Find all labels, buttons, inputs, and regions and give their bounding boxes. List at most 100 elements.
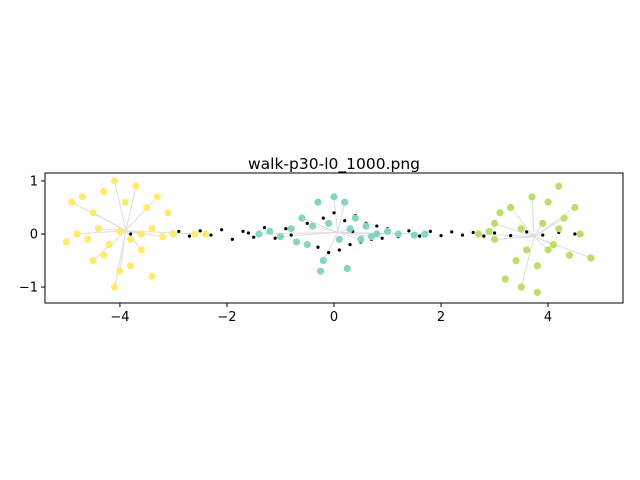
cluster-left-point (78, 193, 87, 201)
link-line (531, 196, 535, 237)
cluster-right-point (549, 241, 558, 249)
background-point (332, 211, 336, 215)
link-line (114, 230, 127, 288)
background-point (471, 230, 475, 235)
link-line (510, 207, 535, 237)
background-point (407, 229, 411, 233)
cluster-left-point (137, 246, 145, 254)
cluster-center-point (314, 198, 322, 206)
background-point (492, 231, 497, 235)
x-axis-ticks: −4 −2 0 2 4 (110, 303, 552, 325)
cluster-left-point (73, 230, 81, 238)
link-line (494, 222, 535, 238)
link-line (337, 231, 372, 238)
x-tick-label: −4 (110, 310, 129, 325)
cluster-left-point (89, 256, 97, 265)
background-point (321, 216, 325, 220)
cluster-left-point (148, 272, 156, 281)
background-point (187, 234, 192, 238)
cluster-center-point (421, 230, 429, 238)
background-point (343, 219, 347, 223)
cluster-left-point (143, 203, 151, 212)
link-line (114, 180, 127, 231)
link-line (312, 225, 338, 233)
link-line (337, 231, 361, 240)
cluster-right-point (474, 230, 483, 238)
cluster-right-point (517, 225, 525, 233)
cluster-center-point (367, 233, 376, 241)
cluster-center-point (362, 222, 370, 230)
link-line (520, 236, 535, 288)
cluster-left-point (127, 262, 135, 270)
link-line (337, 202, 346, 233)
background-point (428, 229, 432, 233)
cluster-right-point (544, 198, 552, 206)
background-point (284, 227, 288, 231)
cluster-left-point (159, 233, 167, 241)
background-point (525, 230, 529, 234)
cluster-right-point (528, 193, 536, 201)
cluster-left-point (100, 251, 108, 259)
background-point (375, 224, 379, 228)
y-axis-ticks: −1 0 1 (19, 174, 45, 296)
cluster-center-point (308, 222, 317, 230)
background-point (418, 234, 422, 238)
cluster-center-point (343, 264, 351, 273)
link-line (494, 236, 535, 240)
cluster-center-point (394, 230, 402, 238)
cluster-right-point (560, 214, 568, 222)
y-tick-label: −1 (19, 281, 38, 296)
cluster-center-point (325, 219, 333, 228)
background-point (220, 228, 224, 232)
background-point (573, 232, 577, 236)
cluster-left-point (94, 225, 103, 233)
cluster-left-point (116, 267, 124, 275)
cluster-right-point (533, 288, 541, 296)
cluster-left-point (100, 187, 108, 196)
cluster-center-point (255, 230, 263, 238)
background-point (509, 234, 513, 238)
background-point (460, 233, 465, 237)
link-line (301, 217, 338, 233)
cluster-left-point (201, 230, 210, 238)
cluster-left-point (132, 182, 140, 190)
cluster-right-point (517, 283, 525, 291)
link-line (125, 196, 158, 231)
background-point (482, 234, 486, 238)
cluster-left-point (191, 230, 199, 238)
background-point (337, 248, 341, 252)
link-line (125, 230, 195, 235)
y-tick-label: 0 (30, 228, 38, 243)
cluster-center-point (298, 214, 306, 222)
cluster-center-point (317, 267, 325, 275)
x-tick-label: 2 (437, 310, 445, 325)
link-line (322, 232, 339, 261)
cluster-left-point (68, 198, 76, 206)
cluster-center-point (276, 233, 285, 241)
cluster-center-point (319, 256, 327, 265)
cluster-center-point (303, 241, 311, 249)
cluster-left-point (105, 241, 113, 249)
x-tick-label: −2 (217, 310, 236, 325)
cluster-right-point (512, 256, 520, 265)
background-point (246, 231, 250, 235)
cluster-right-point (555, 225, 563, 233)
cluster-right-point (485, 227, 493, 235)
background-point (289, 233, 293, 237)
cluster-left-point (164, 209, 172, 217)
background-point (450, 230, 454, 234)
cluster-center-point (351, 214, 360, 222)
x-tick-label: 4 (544, 310, 552, 325)
cluster-center-point (287, 225, 295, 233)
background-point (252, 235, 256, 239)
data-points (62, 177, 595, 296)
background-point (129, 232, 133, 236)
cluster-center-point (357, 235, 365, 243)
cluster-right-point (523, 246, 531, 254)
cluster-left-point (127, 235, 135, 243)
cluster-left-point (116, 227, 124, 235)
background-point (209, 233, 213, 237)
cluster-right-point (571, 203, 579, 212)
cluster-left-point (153, 193, 161, 201)
